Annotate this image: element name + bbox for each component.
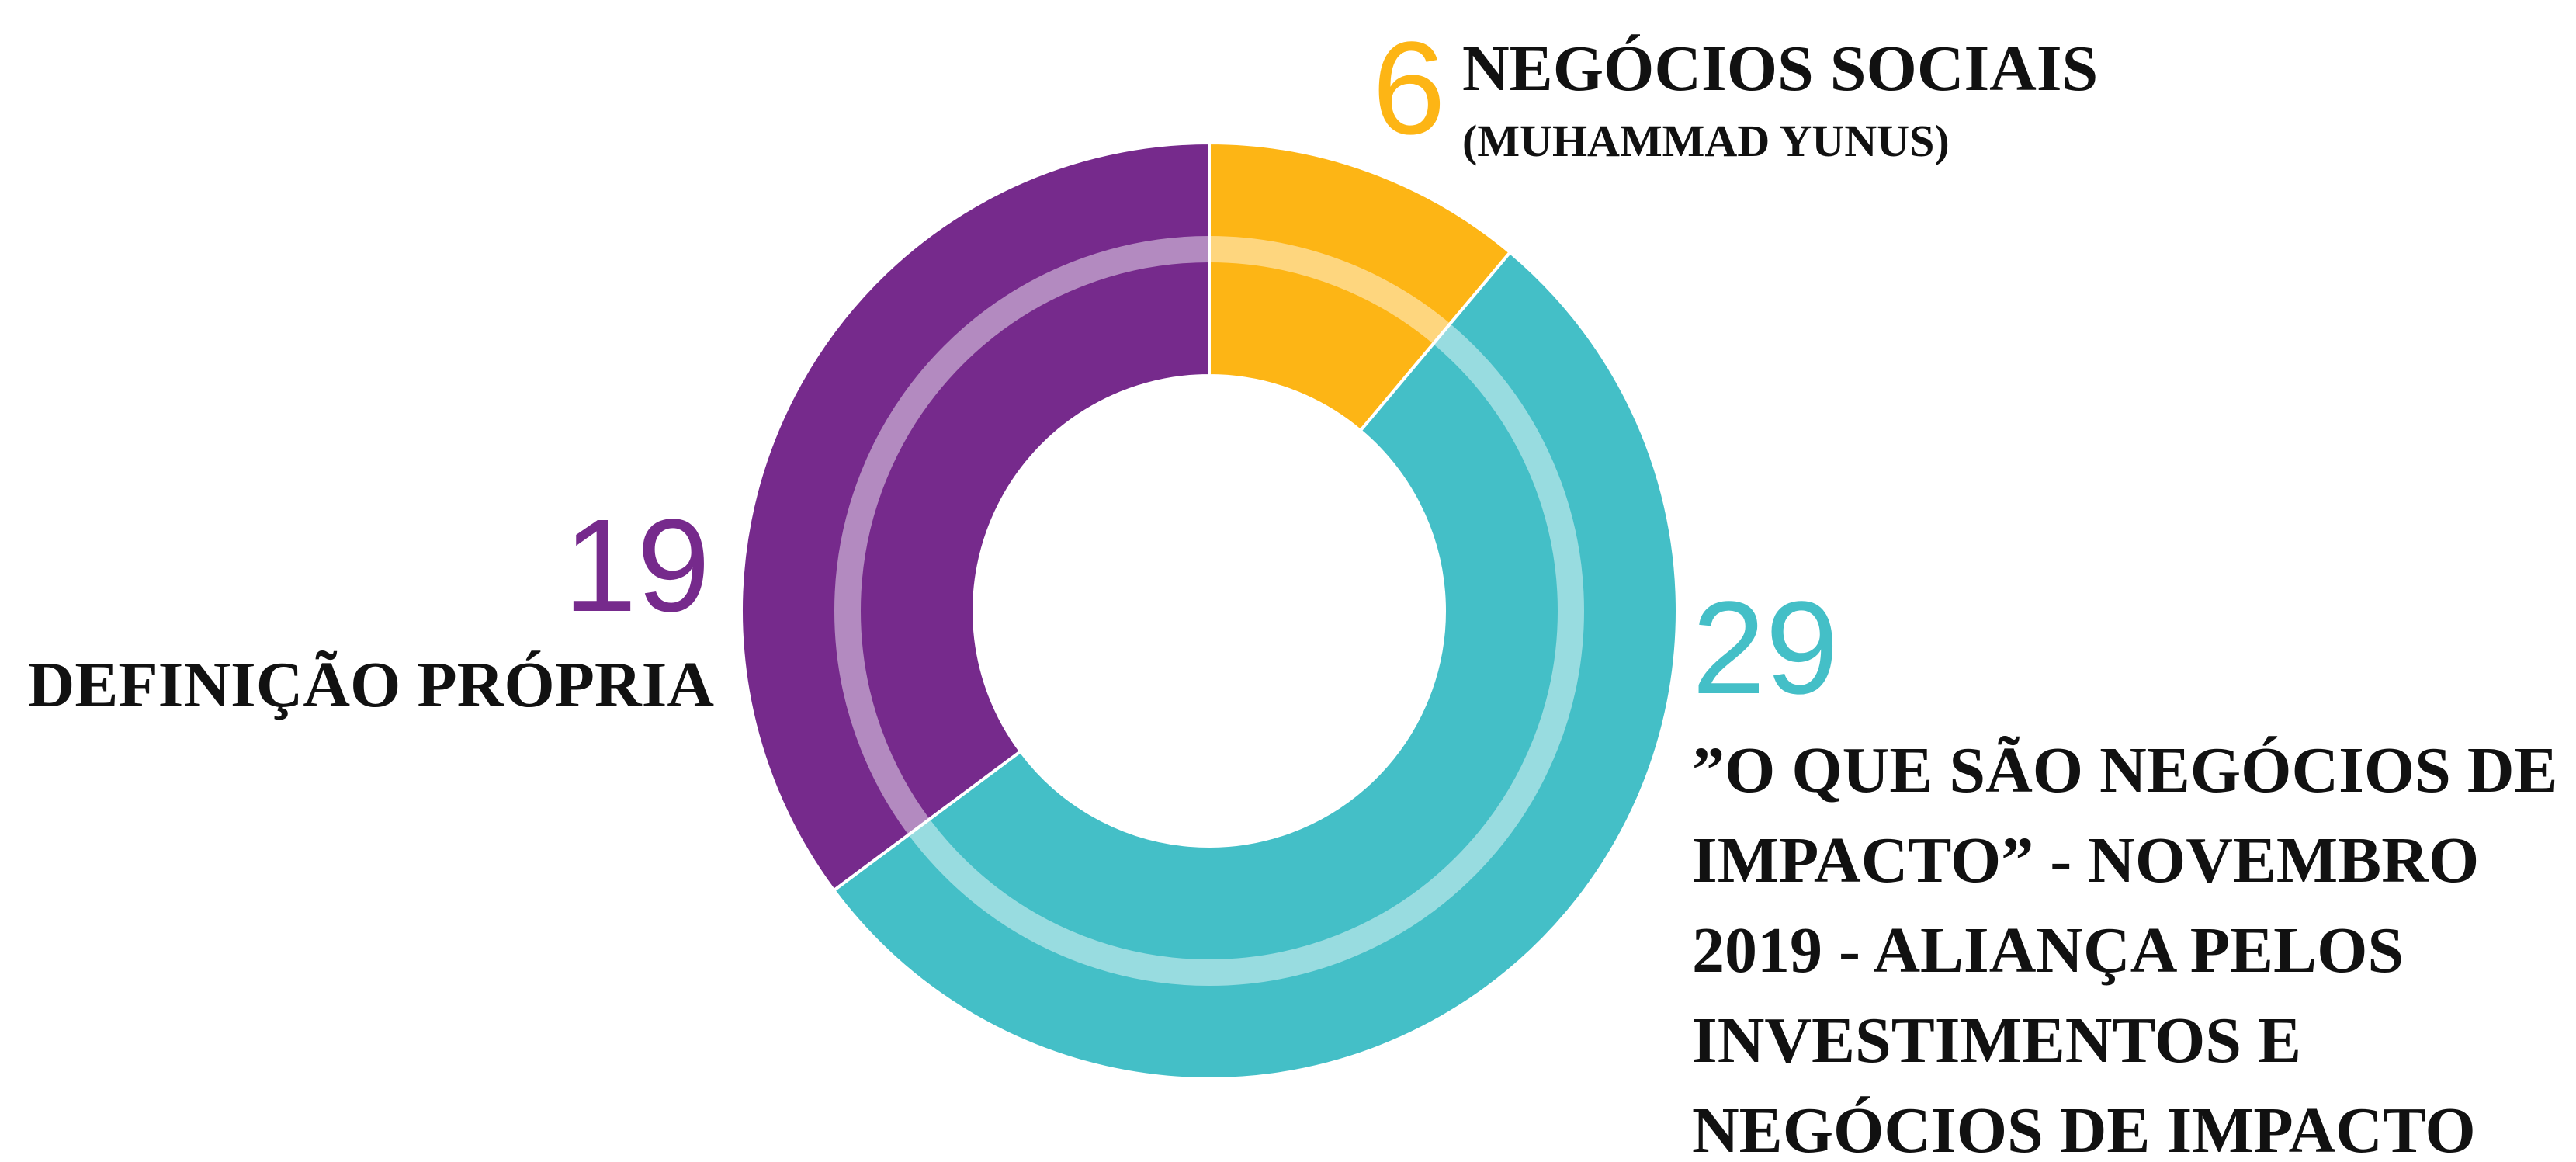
category-label: DEFINIÇÃO PRÓPRIA <box>28 649 715 721</box>
value-label: 6 <box>1372 15 1446 162</box>
category-label: NEGÓCIOS SOCIAIS <box>1462 33 2098 105</box>
donut-slice <box>1208 140 1513 433</box>
category-sublabel: (MUHAMMAD YUNUS) <box>1462 116 1950 166</box>
donut-slice <box>831 250 1679 1080</box>
value-label: 29 <box>1692 574 1839 722</box>
category-label: IMPACTO” - NOVEMBRO <box>1692 824 2479 897</box>
highlight-ring <box>834 236 1584 986</box>
category-label: NEGÓCIOS DE IMPACTO <box>1692 1094 2476 1162</box>
donut-slice <box>740 140 1211 893</box>
category-label: ”O QUE SÃO NEGÓCIOS DE <box>1692 734 2558 806</box>
value-label: 19 <box>563 492 710 640</box>
category-label: 2019 - ALIANÇA PELOS <box>1692 914 2404 987</box>
category-label: INVESTIMENTOS E <box>1692 1004 2301 1077</box>
